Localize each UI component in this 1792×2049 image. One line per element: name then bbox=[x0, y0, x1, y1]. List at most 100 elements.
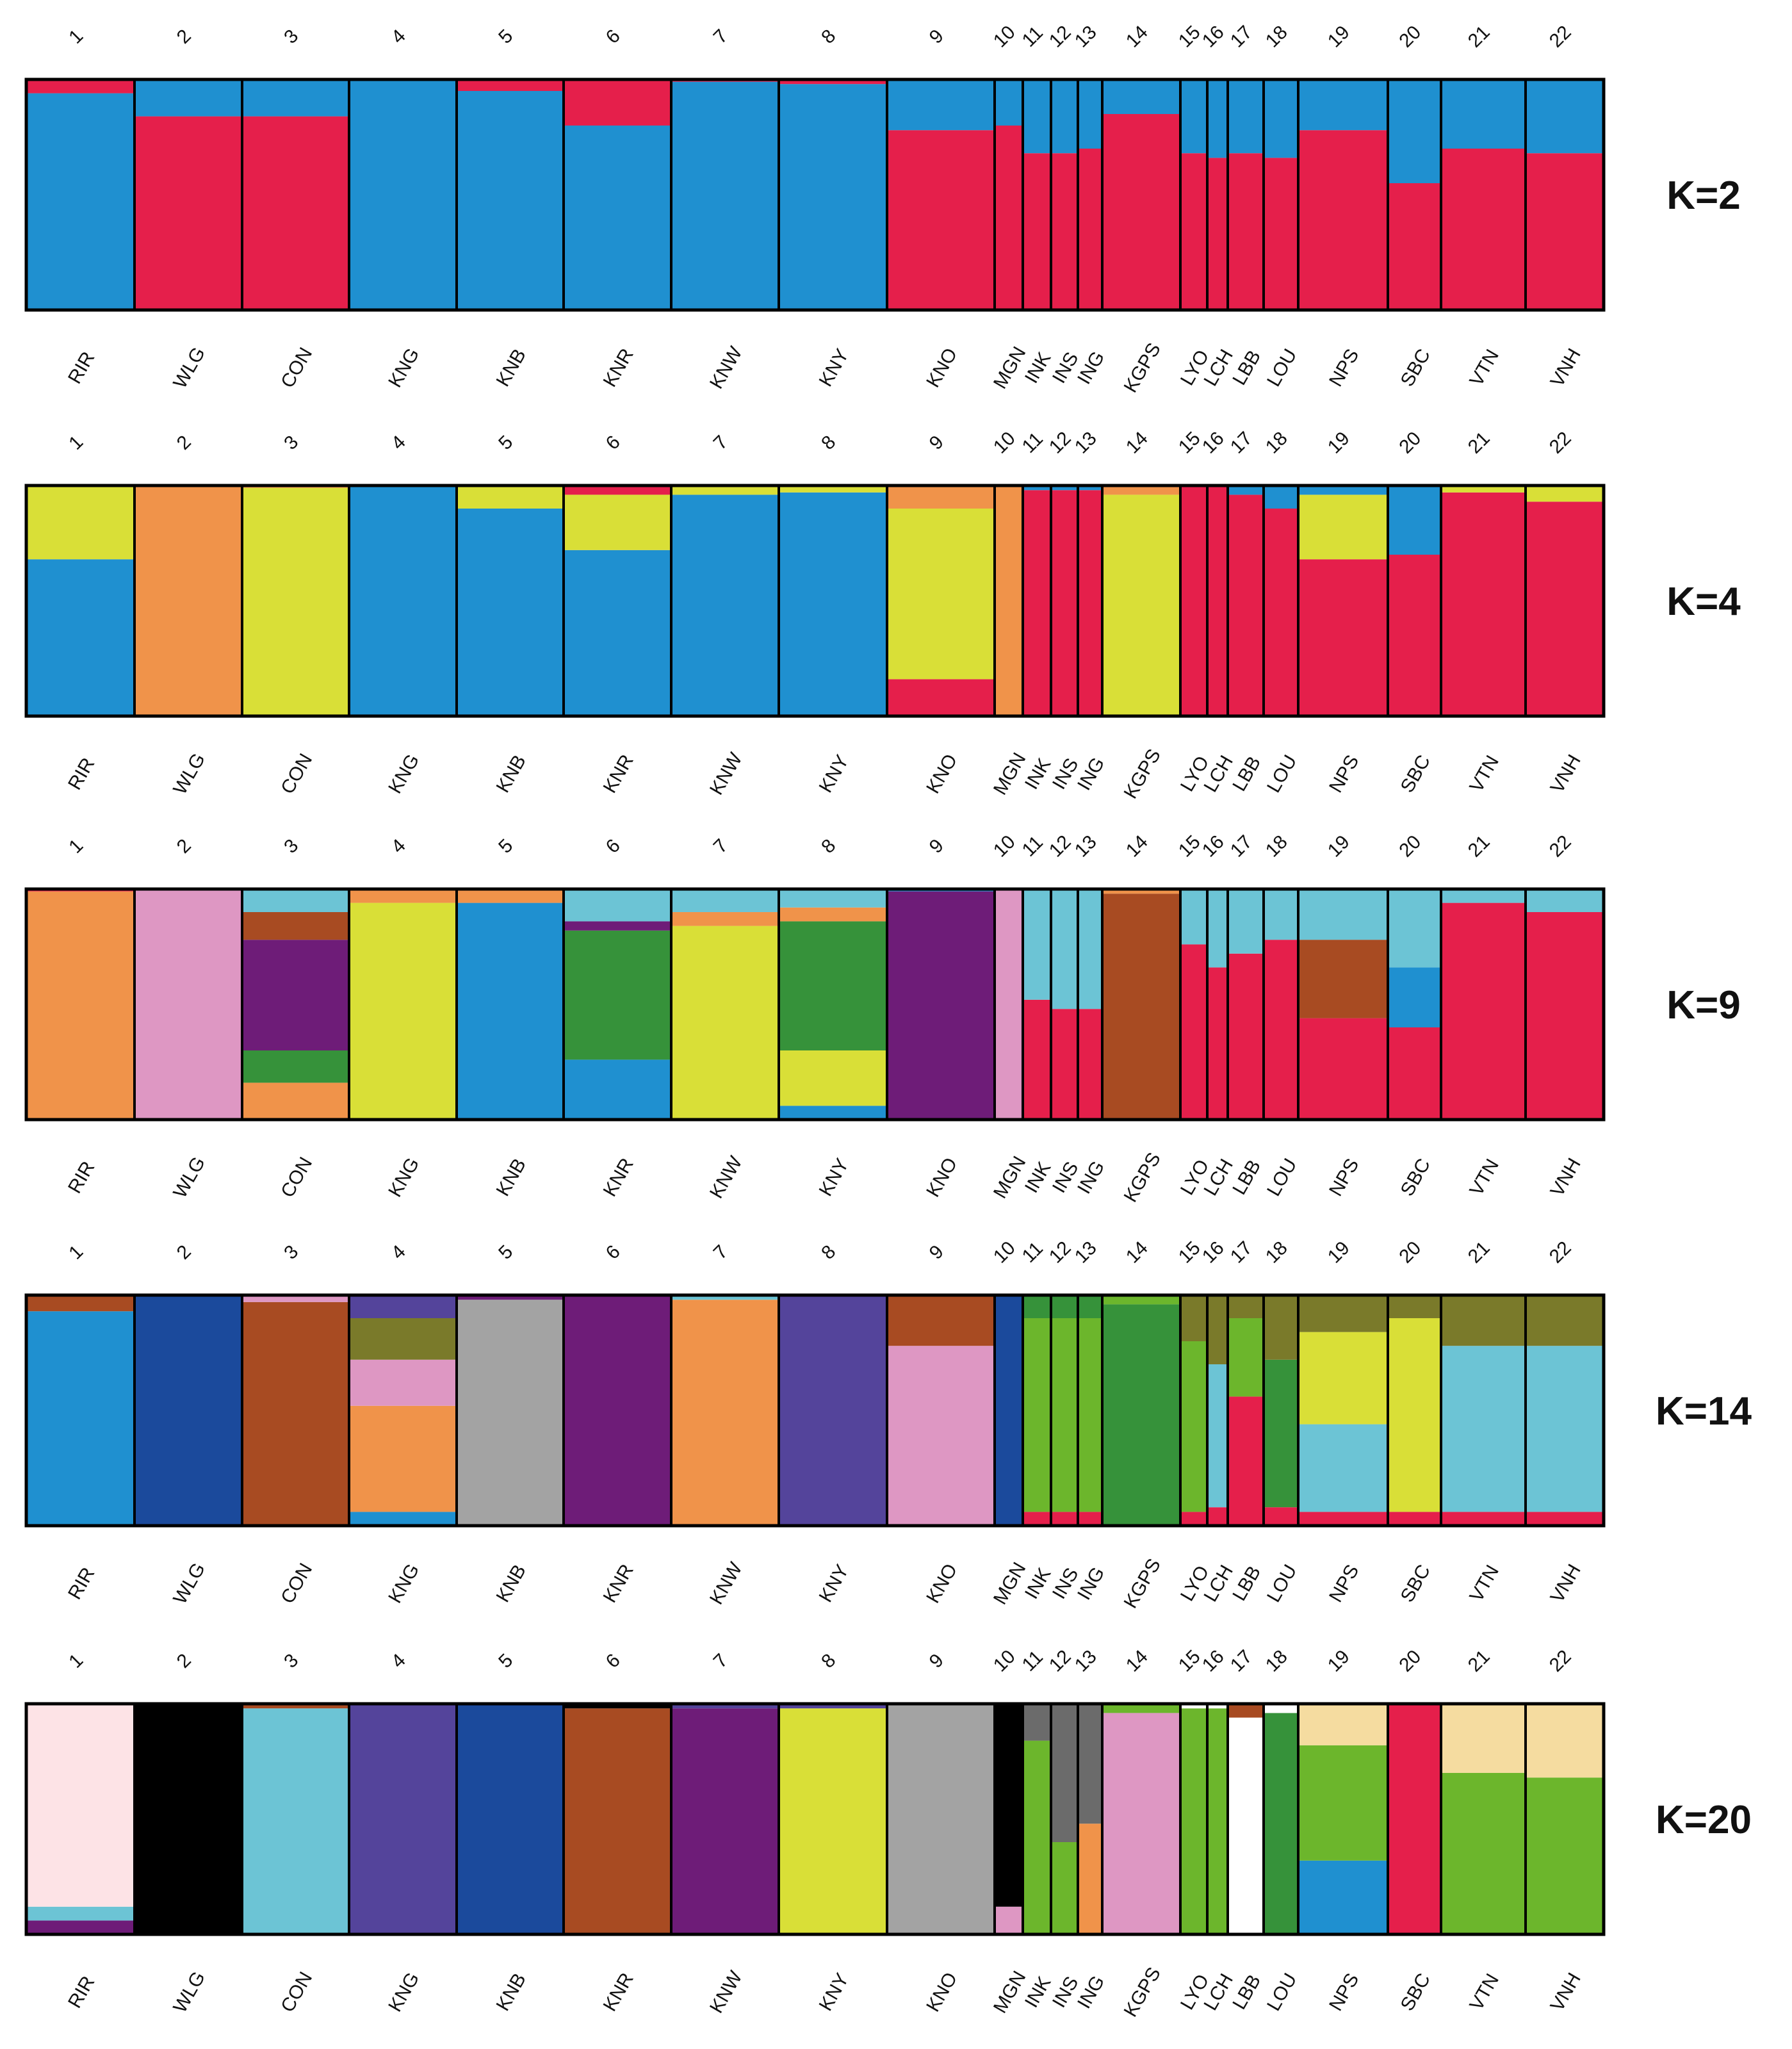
population-code-label: NPS bbox=[1325, 1970, 1363, 2014]
ancestry-bar-segment bbox=[1264, 1507, 1298, 1526]
population-code-label: LOU bbox=[1263, 1970, 1301, 2014]
population-code-label: KNG bbox=[384, 1560, 423, 1607]
ancestry-bar-segment bbox=[1207, 1364, 1228, 1508]
population-number-label: 18 bbox=[1262, 22, 1292, 52]
population-number-label: 9 bbox=[925, 1241, 948, 1264]
population-code-label: VTN bbox=[1465, 1970, 1503, 2014]
ancestry-bar-segment bbox=[134, 79, 242, 117]
population-code-label: INS bbox=[1048, 1158, 1083, 1196]
ancestry-bar-segment bbox=[1078, 486, 1102, 491]
population-number-label: 21 bbox=[1464, 1646, 1494, 1676]
ancestry-bar-segment bbox=[1207, 486, 1228, 716]
ancestry-bar-segment bbox=[1228, 889, 1264, 954]
population-number-label: 10 bbox=[990, 831, 1020, 861]
population-number-label: 14 bbox=[1122, 1646, 1152, 1676]
ancestry-bar-segment bbox=[349, 1512, 457, 1526]
ancestry-bar-segment bbox=[457, 889, 564, 903]
ancestry-bar-segment bbox=[1526, 912, 1604, 1120]
ancestry-bar-segment bbox=[887, 679, 995, 716]
ancestry-bar-segment bbox=[1051, 486, 1078, 491]
population-code-label: KNR bbox=[599, 1970, 638, 2015]
ancestry-bar-segment bbox=[242, 1704, 349, 1709]
population-code-label: KNW bbox=[706, 343, 747, 393]
ancestry-bar-segment bbox=[1023, 1295, 1051, 1318]
ancestry-bar-segment bbox=[242, 1082, 349, 1120]
ancestry-bar-segment bbox=[349, 889, 457, 903]
population-number-label: 8 bbox=[817, 1650, 840, 1672]
ancestry-bar-segment bbox=[779, 921, 887, 1050]
ancestry-bar-segment bbox=[1228, 1704, 1264, 1718]
ancestry-bar-segment bbox=[1441, 79, 1526, 149]
ancestry-bar-segment bbox=[564, 1708, 671, 1934]
ancestry-bar-segment bbox=[1298, 130, 1388, 310]
ancestry-bar-segment bbox=[1264, 1295, 1298, 1360]
ancestry-bar-segment bbox=[242, 1050, 349, 1083]
ancestry-bar-segment bbox=[1207, 1708, 1228, 1934]
ancestry-bar-segment bbox=[1078, 1704, 1102, 1824]
population-number-label: 9 bbox=[925, 432, 948, 454]
ancestry-bar-segment bbox=[1102, 889, 1180, 894]
ancestry-bar-segment bbox=[564, 921, 671, 931]
ancestry-bar-segment bbox=[887, 486, 995, 509]
ancestry-bar-segment bbox=[1441, 1346, 1526, 1512]
ancestry-bar-segment bbox=[1207, 1295, 1228, 1364]
ancestry-bar-segment bbox=[1180, 889, 1207, 945]
ancestry-bar-segment bbox=[564, 889, 671, 922]
population-code-label: KGPS bbox=[1120, 1555, 1165, 1612]
population-number-label: 16 bbox=[1198, 1646, 1228, 1676]
population-code-label: ING bbox=[1073, 1972, 1109, 2012]
panel-frame bbox=[24, 887, 1606, 1122]
population-code-label: KNG bbox=[384, 1969, 423, 2016]
population-code-label: LBB bbox=[1228, 347, 1265, 389]
ancestry-bar-segment bbox=[1180, 1341, 1207, 1512]
population-number-label: 5 bbox=[494, 1650, 517, 1672]
ancestry-bar-segment bbox=[26, 79, 134, 94]
ancestry-bar-segment bbox=[1078, 149, 1102, 310]
ancestry-bar-segment bbox=[779, 79, 887, 85]
ancestry-bar-segment bbox=[1180, 486, 1207, 716]
population-code-label: VTN bbox=[1465, 346, 1503, 389]
ancestry-bar-segment bbox=[671, 81, 779, 310]
population-number-label: 17 bbox=[1226, 1646, 1257, 1676]
ancestry-bar-segment bbox=[134, 1295, 242, 1526]
ancestry-bar-segment bbox=[779, 1708, 887, 1934]
ancestry-bar-segment bbox=[1207, 79, 1228, 158]
ancestry-bar-segment bbox=[1051, 1512, 1078, 1526]
ancestry-bar-segment bbox=[26, 1704, 134, 1907]
ancestry-bar-segment bbox=[1264, 1359, 1298, 1508]
population-number-label: 18 bbox=[1262, 1237, 1292, 1268]
ancestry-bar-segment bbox=[1207, 1704, 1228, 1709]
ancestry-bar-segment bbox=[1441, 149, 1526, 310]
ancestry-bar-segment bbox=[1441, 1773, 1526, 1934]
ancestry-bar-segment bbox=[1180, 153, 1207, 310]
population-code-label: KNB bbox=[493, 1970, 530, 2014]
population-code-label: SBC bbox=[1397, 1561, 1435, 1606]
ancestry-bar-segment bbox=[26, 1906, 134, 1921]
panel-frame bbox=[24, 484, 1606, 718]
ancestry-bar-segment bbox=[564, 494, 671, 550]
ancestry-bar-segment bbox=[1298, 1332, 1388, 1425]
ancestry-bar-segment bbox=[1264, 1713, 1298, 1934]
population-code-label: CON bbox=[277, 1560, 316, 1607]
population-code-label: KNO bbox=[922, 1969, 961, 2016]
ancestry-bar-segment bbox=[457, 486, 564, 509]
population-number-label: 16 bbox=[1198, 831, 1228, 861]
ancestry-bar-segment bbox=[1298, 559, 1388, 716]
population-number-label: 4 bbox=[387, 1650, 410, 1672]
ancestry-bar-segment bbox=[1228, 494, 1264, 716]
population-code-label: WLG bbox=[169, 1968, 209, 2016]
ancestry-bar-segment bbox=[995, 1704, 1023, 1907]
ancestry-bar-segment bbox=[242, 889, 349, 912]
population-code-label: NPS bbox=[1325, 751, 1363, 796]
ancestry-bar-segment bbox=[457, 902, 564, 1120]
population-number-label: 20 bbox=[1395, 428, 1425, 458]
ancestry-bar-segment bbox=[457, 1295, 564, 1300]
population-code-label: NPS bbox=[1325, 345, 1363, 390]
population-number-label: 6 bbox=[602, 1650, 624, 1672]
ancestry-bar-segment bbox=[1102, 114, 1180, 310]
ancestry-bar-segment bbox=[1264, 158, 1298, 310]
ancestry-bar-segment bbox=[242, 487, 349, 716]
ancestry-bar-segment bbox=[564, 1295, 671, 1526]
ancestry-bar-segment bbox=[1388, 79, 1441, 183]
